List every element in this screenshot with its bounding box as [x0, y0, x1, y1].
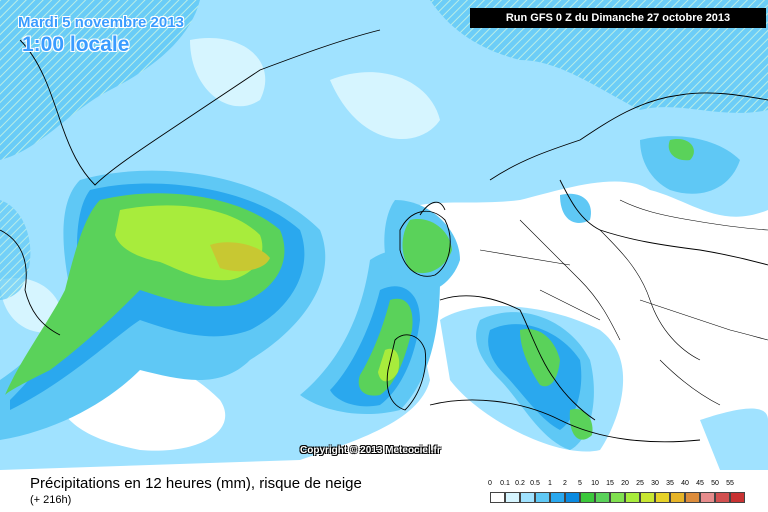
forecast-offset: (+ 216h) — [30, 494, 72, 506]
legend-swatch — [715, 492, 730, 503]
legend-swatch — [535, 492, 550, 503]
map-title: Précipitations en 12 heures (mm), risque… — [30, 475, 362, 492]
coastlines — [0, 29, 768, 443]
legend-tick-label: 0.5 — [530, 480, 540, 487]
legend-swatch — [670, 492, 685, 503]
country-borders — [479, 199, 768, 406]
legend-tick-label: 15 — [606, 480, 614, 487]
legend-tick-label: 35 — [666, 480, 674, 487]
forecast-date: Mardi 5 novembre 2013 — [18, 14, 184, 31]
copyright-text: Copyright © 2013 Meteociel.fr — [300, 445, 441, 456]
legend-swatch — [565, 492, 580, 503]
legend-swatch — [625, 492, 640, 503]
legend-tick-label: 55 — [726, 480, 734, 487]
legend-swatch — [640, 492, 655, 503]
model-run-banner: Run GFS 0 Z du Dimanche 27 octobre 2013 — [470, 8, 766, 28]
legend-tick-label: 50 — [711, 480, 719, 487]
legend-swatch — [655, 492, 670, 503]
legend-tick-label: 40 — [681, 480, 689, 487]
map-footer — [0, 470, 768, 512]
legend-tick-label: 30 — [651, 480, 659, 487]
legend-tick-label: 0.2 — [515, 480, 525, 487]
forecast-time: 1:00 locale — [22, 33, 130, 56]
legend-tick-label: 0 — [488, 480, 492, 487]
legend-swatch — [730, 492, 745, 503]
legend-swatch — [520, 492, 535, 503]
legend-ticks: 0 0.1 0.2 0.5 1 2 5 10 15 20 25 30 35 40 45 50 55 — [488, 480, 745, 490]
precip-light-green-core — [115, 205, 400, 382]
legend-swatch — [490, 492, 505, 503]
legend-swatch — [685, 492, 700, 503]
legend-tick-label: 1 — [548, 480, 552, 487]
legend-swatch — [550, 492, 565, 503]
legend-tick-label: 0.1 — [500, 480, 510, 487]
legend-tick-label: 2 — [563, 480, 567, 487]
legend-swatch — [580, 492, 595, 503]
legend-tick-label: 45 — [696, 480, 704, 487]
legend-swatch — [700, 492, 715, 503]
legend-swatch — [610, 492, 625, 503]
legend-swatch — [595, 492, 610, 503]
legend-swatches — [490, 492, 745, 503]
legend-tick-label: 5 — [578, 480, 582, 487]
legend-tick-label: 25 — [636, 480, 644, 487]
legend-tick-label: 10 — [591, 480, 599, 487]
legend-swatch — [505, 492, 520, 503]
precip-hatched-snow — [0, 0, 768, 300]
precipitation-map — [0, 0, 768, 470]
precip-legend: 0 0.1 0.2 0.5 1 2 5 10 15 20 25 30 35 40 45 50 55 — [488, 480, 745, 503]
legend-tick-label: 20 — [621, 480, 629, 487]
